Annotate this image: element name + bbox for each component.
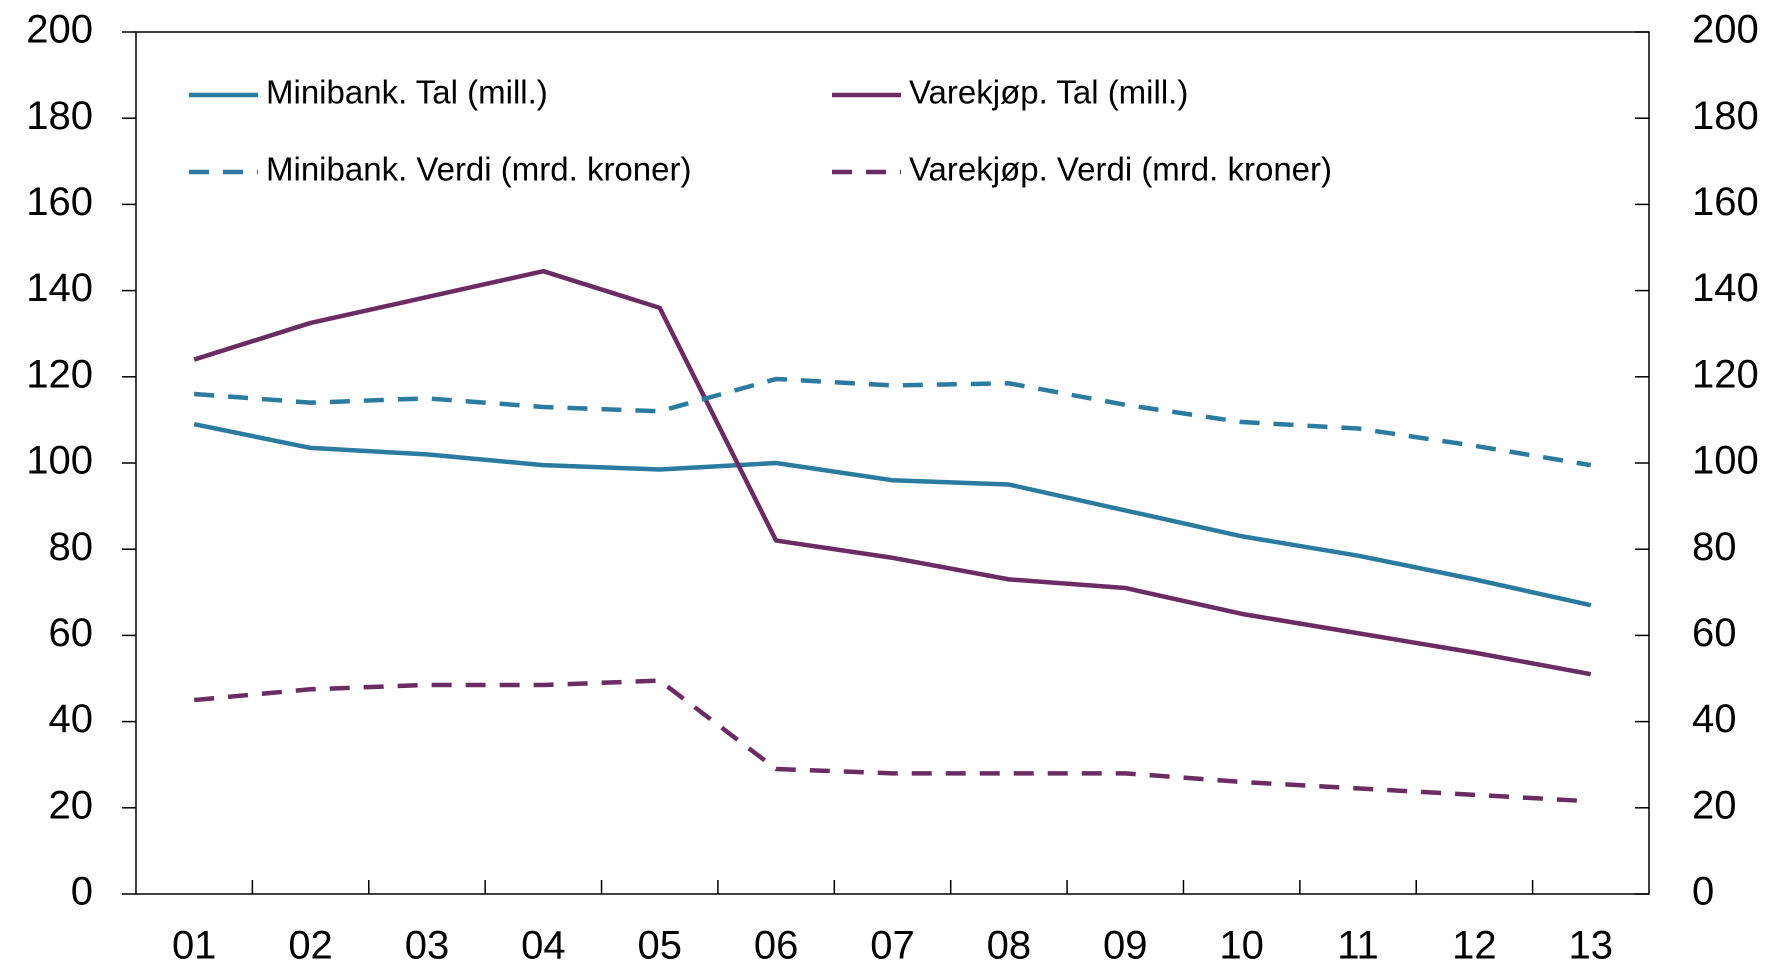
y2-tick-label: 160 [1692, 180, 1759, 224]
y2-tick-label: 140 [1692, 266, 1759, 310]
y-tick-label: 100 [26, 439, 93, 483]
y2-tick-label: 40 [1692, 697, 1737, 741]
series-line [193, 268, 1592, 677]
x-tick-label: 03 [405, 924, 450, 968]
y2-tick-label: 80 [1692, 525, 1737, 569]
y-tick-label: 200 [26, 8, 93, 52]
x-tick-label: 13 [1569, 924, 1614, 968]
x-tick-label: 12 [1452, 924, 1497, 968]
y2-tick-label: 100 [1692, 439, 1759, 483]
x-tick-label: 10 [1219, 924, 1264, 968]
y2-tick-label: 20 [1692, 783, 1737, 827]
y-tick-label: 140 [26, 266, 93, 310]
x-tick-label: 05 [637, 924, 682, 968]
y-tick-label: 180 [26, 94, 93, 138]
series-line [193, 422, 1592, 608]
y2-tick-label: 180 [1692, 94, 1759, 138]
legend-label: Varekjøp. Verdi (mrd. kroner) [909, 151, 1332, 188]
x-tick-label: 11 [1337, 924, 1379, 968]
y-tick-label: 120 [26, 352, 93, 396]
x-tick-label: 04 [521, 924, 566, 968]
y2-tick-label: 120 [1692, 352, 1759, 396]
y-tick-label: 40 [49, 697, 94, 741]
x-tick-label: 02 [288, 924, 333, 968]
legend-label: Minibank. Tal (mill.) [266, 74, 548, 111]
x-tick-label: 07 [870, 924, 915, 968]
y-tick-label: 0 [71, 870, 93, 914]
y-tick-label: 20 [49, 783, 94, 827]
x-tick-label: 06 [754, 924, 799, 968]
series-line [193, 678, 1591, 804]
x-tick-label: 01 [172, 924, 217, 968]
legend-label: Varekjøp. Tal (mill.) [909, 74, 1188, 111]
y2-tick-label: 200 [1692, 8, 1759, 52]
y-tick-label: 160 [26, 180, 93, 224]
y2-tick-label: 60 [1692, 611, 1737, 655]
series-line [194, 376, 1592, 468]
y2-tick-label: 0 [1692, 870, 1714, 914]
y-tick-label: 60 [49, 611, 94, 655]
x-tick-label: 09 [1103, 924, 1148, 968]
x-tick-label: 08 [987, 924, 1032, 968]
legend-label: Minibank. Verdi (mrd. kroner) [266, 151, 691, 188]
y-tick-label: 80 [49, 525, 94, 569]
